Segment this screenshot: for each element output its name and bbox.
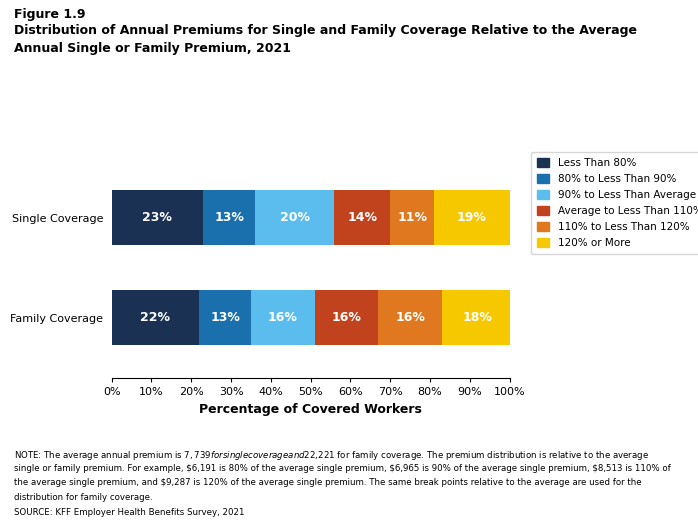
Bar — [315, 290, 378, 345]
Bar — [112, 190, 203, 245]
Bar — [251, 290, 315, 345]
Text: 20%: 20% — [280, 211, 310, 224]
Bar — [203, 190, 255, 245]
Bar — [334, 190, 390, 245]
Legend: Less Than 80%, 80% to Less Than 90%, 90% to Less Than Average, Average to Less T: Less Than 80%, 80% to Less Than 90%, 90%… — [530, 152, 698, 254]
Text: 22%: 22% — [140, 311, 170, 324]
Text: 13%: 13% — [210, 311, 240, 324]
Text: Distribution of Annual Premiums for Single and Family Coverage Relative to the A: Distribution of Annual Premiums for Sing… — [14, 24, 637, 55]
Text: 18%: 18% — [463, 311, 493, 324]
Bar — [434, 190, 510, 245]
Text: SOURCE: KFF Employer Health Benefits Survey, 2021: SOURCE: KFF Employer Health Benefits Sur… — [14, 508, 244, 517]
Text: 19%: 19% — [456, 211, 487, 224]
Bar — [378, 290, 442, 345]
Bar — [199, 290, 251, 345]
Bar — [390, 190, 434, 245]
Text: single or family premium. For example, $6,191 is 80% of the average single premi: single or family premium. For example, $… — [14, 464, 671, 472]
Bar — [255, 190, 334, 245]
Text: 16%: 16% — [332, 311, 362, 324]
Text: distribution for family coverage.: distribution for family coverage. — [14, 493, 153, 502]
Text: 16%: 16% — [395, 311, 425, 324]
Bar — [112, 290, 199, 345]
Text: 11%: 11% — [397, 211, 427, 224]
Text: 16%: 16% — [268, 311, 298, 324]
Text: Figure 1.9: Figure 1.9 — [14, 8, 85, 21]
Bar — [442, 290, 514, 345]
X-axis label: Percentage of Covered Workers: Percentage of Covered Workers — [199, 403, 422, 416]
Text: 14%: 14% — [348, 211, 378, 224]
Text: 23%: 23% — [142, 211, 172, 224]
Text: the average single premium, and $9,287 is 120% of the average single premium. Th: the average single premium, and $9,287 i… — [14, 478, 641, 487]
Text: NOTE: The average annual premium is $7,739 for single coverage and $22,221 for f: NOTE: The average annual premium is $7,7… — [14, 449, 649, 462]
Text: 13%: 13% — [214, 211, 244, 224]
